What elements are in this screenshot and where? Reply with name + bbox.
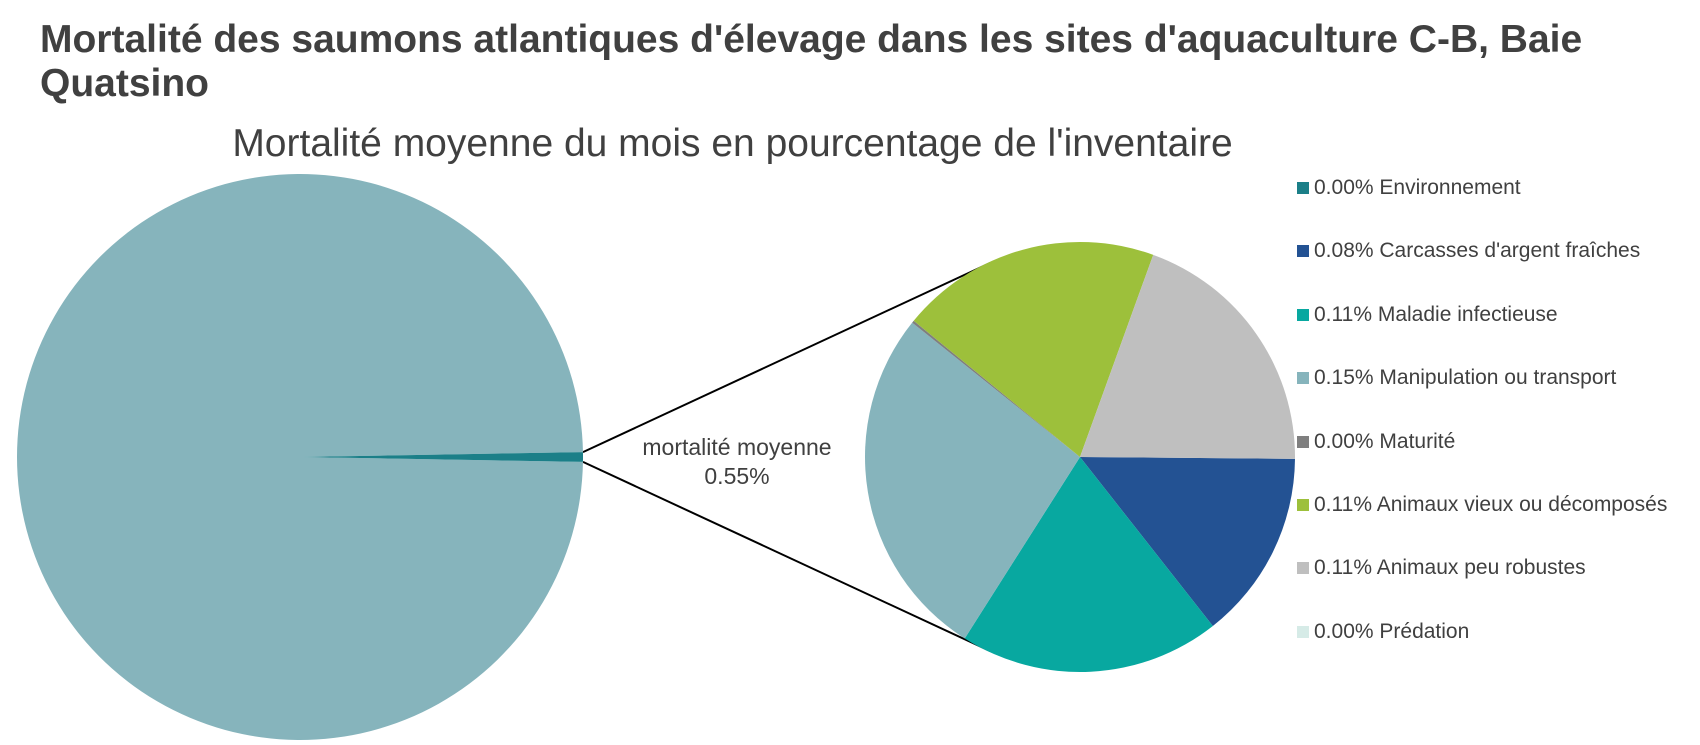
legend-item-maladie-infectieuse: 0.11% Maladie infectieuse xyxy=(1297,302,1558,328)
legend-swatch xyxy=(1297,245,1309,258)
legend-category-name: Carcasses d'argent fraîches xyxy=(1379,239,1641,263)
legend-label: 0.11% Animaux vieux ou décomposés xyxy=(1314,493,1667,517)
legend-item-maturite: 0.00% Maturité xyxy=(1297,429,1455,455)
aggregate-label-value: 0.55% xyxy=(704,463,769,489)
main-pie-slice-remaining xyxy=(17,174,583,741)
legend-label: 0.00% Prédation xyxy=(1314,620,1469,644)
legend-swatch xyxy=(1297,499,1309,511)
legend-category-name: Maladie infectieuse xyxy=(1377,302,1558,326)
legend-category-name: Environnement xyxy=(1379,176,1521,199)
legend-category-name: Manipulation ou transport xyxy=(1379,366,1617,390)
secondary-pie-slice-animaux-peu-robustes xyxy=(1080,254,1295,459)
legend-swatch xyxy=(1297,625,1309,638)
legend-category-name: Animaux peu robustes xyxy=(1376,556,1586,580)
legend-percent: 0.00% xyxy=(1314,619,1374,643)
legend-swatch xyxy=(1297,308,1309,321)
legend-item-environnement: 0.00% Environnement xyxy=(1297,175,1521,201)
secondary-pie-slice-maturite xyxy=(912,320,1080,457)
legend-label: 0.00% Maturité xyxy=(1314,430,1455,454)
legend-swatch xyxy=(1297,182,1309,194)
legend-percent: 0.08% xyxy=(1314,239,1374,263)
legend-percent: 0.11% xyxy=(1314,302,1372,326)
connector-lines xyxy=(582,262,991,652)
legend-item-animaux-peu-robustes: 0.11% Animaux peu robustes xyxy=(1297,555,1586,581)
legend-item-manipulation-ou-transport: 0.15% Manipulation ou transport xyxy=(1297,365,1616,391)
secondary-pie-slice-manipulation-ou-transport xyxy=(864,322,1080,639)
legend-swatch xyxy=(1297,435,1309,448)
legend-percent: 0.11% xyxy=(1314,556,1372,580)
secondary-pie-slice-carcasses-d-argent-fraiches xyxy=(1080,457,1295,627)
chart-subtitle: Mortalité moyenne du mois en pourcentage… xyxy=(232,122,1233,165)
chart-title: Mortalité des saumons atlantiques d'élev… xyxy=(40,18,1583,105)
connector-line-top xyxy=(582,262,991,454)
legend-item-animaux-vieux-ou-decomposes: 0.11% Animaux vieux ou décomposés xyxy=(1297,492,1667,518)
legend-category-name: Prédation xyxy=(1379,619,1470,643)
legend-percent: 0.00% xyxy=(1314,429,1374,453)
legend-item-carcasses-d-argent-fraiches: 0.08% Carcasses d'argent fraîches xyxy=(1297,238,1640,264)
legend-swatch xyxy=(1297,372,1309,385)
legend-category-name: Animaux vieux ou décomposés xyxy=(1376,493,1668,516)
legend-label: 0.08% Carcasses d'argent fraîches xyxy=(1314,239,1640,263)
legend-label: 0.11% Maladie infectieuse xyxy=(1314,303,1558,327)
legend-percent: 0.11% xyxy=(1314,493,1372,516)
connector-line-bottom xyxy=(582,460,991,652)
secondary-pie-slice-animaux-vieux-ou-decomposes xyxy=(913,241,1154,457)
legend-item-predation: 0.00% Prédation xyxy=(1297,619,1469,645)
legend-percent: 0.15% xyxy=(1314,366,1374,390)
legend-label: 0.15% Manipulation ou transport xyxy=(1314,366,1616,390)
secondary-pie xyxy=(864,241,1295,672)
secondary-pie-slice-maladie-infectieuse xyxy=(964,457,1213,672)
legend-label: 0.00% Environnement xyxy=(1314,176,1521,200)
legend-percent: 0.00% xyxy=(1314,176,1374,199)
legend-label: 0.11% Animaux peu robustes xyxy=(1314,556,1586,580)
main-pie-slice-mortalite-moyenne xyxy=(300,452,584,462)
legend-swatch xyxy=(1297,562,1309,575)
aggregate-label-name: mortalité moyenne xyxy=(642,434,831,460)
legend-category-name: Maturité xyxy=(1379,429,1456,453)
main-pie xyxy=(17,174,584,741)
